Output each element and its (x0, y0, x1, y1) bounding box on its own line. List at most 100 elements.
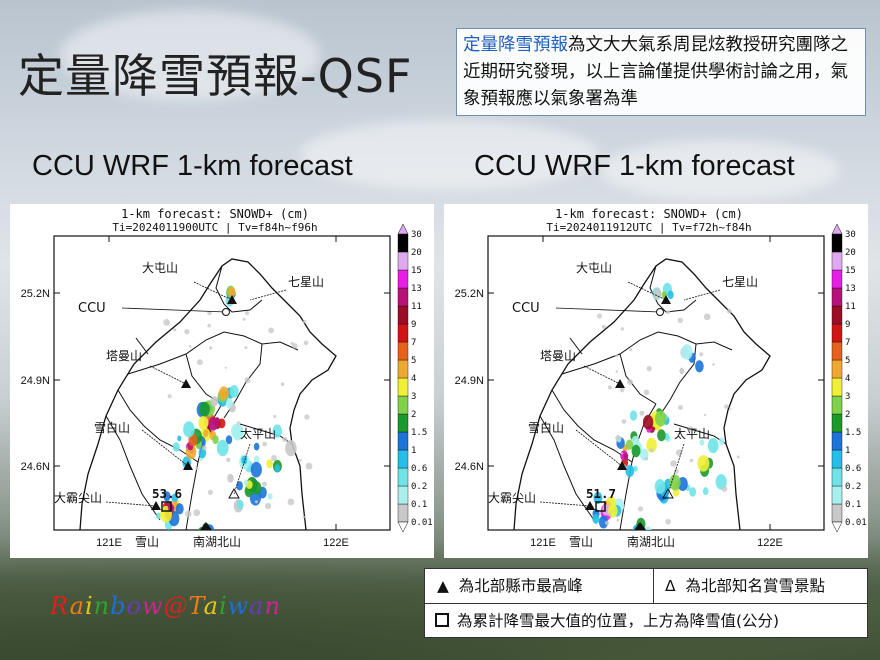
colorbar-tick-label: 9 (411, 320, 416, 330)
colorbar-tick-label: 9 (845, 320, 850, 330)
colorbar-box (397, 359, 409, 379)
snow-cell (218, 418, 226, 429)
light-snow-cell (607, 385, 612, 390)
snow-cell (229, 385, 239, 398)
map-label: 大霸尖山 (54, 491, 102, 505)
snow-cell (233, 424, 244, 440)
map-svg: 1-km forecast: SNOWD+ (cm)Ti=2024011912U… (455, 207, 867, 549)
x-tick-label: 122E (757, 537, 783, 549)
light-snow-cell (620, 452, 624, 455)
ccu-marker-icon (656, 308, 664, 316)
legend-peak: ▲ 為北部縣市最高峰 (437, 569, 583, 603)
snow-cell (243, 479, 249, 486)
cloud (60, 10, 320, 100)
light-snow-cell (242, 317, 246, 321)
light-snow-cell (726, 308, 732, 314)
snow-cell (718, 437, 725, 446)
light-snow-cell (615, 354, 618, 358)
map-label: 太平山 (240, 426, 276, 441)
light-snow-cell (597, 313, 602, 319)
x-tick-label: 122E (323, 537, 349, 549)
snow-cell (267, 493, 273, 500)
map-title: 1-km forecast: SNOWD+ (cm) (121, 207, 309, 221)
snow-cell (250, 461, 262, 478)
colorbar-tick-label: 15 (411, 266, 422, 276)
map-label: 雪白山 (528, 420, 564, 435)
snow-cell (633, 465, 638, 472)
snow-cell (689, 487, 696, 497)
light-snow-cell (604, 520, 610, 525)
county-border (539, 415, 595, 521)
peak-triangle-icon (634, 522, 646, 530)
colorbar-box (397, 323, 409, 343)
snow-cell (715, 474, 727, 490)
y-tick-label: 25.2N (21, 288, 50, 300)
snow-cell (592, 513, 600, 524)
watermark-letter: a (203, 592, 219, 620)
disclaimer-box: 定量降雪預報為文大大氣系周昆炫教授研究團隊之近期研究發現，以上言論僅提供學術討論… (456, 28, 866, 116)
colorbar-tick-label: 1.5 (845, 428, 861, 438)
county-border (619, 353, 657, 405)
y-tick-label: 24.9N (455, 375, 484, 387)
snow-cell (172, 442, 180, 452)
colorbar-tick-label: 3 (845, 392, 850, 402)
colorbar-box (397, 449, 409, 469)
watermark-letter: w (227, 592, 250, 620)
colorbar-box (397, 269, 409, 289)
peak-triangle-icon (200, 522, 212, 530)
colorbar-tick-label: 11 (411, 302, 422, 312)
legend-square-text: 為累計降雪最大值的位置，上方為降雪值(公分) (457, 612, 780, 630)
light-snow-cell (703, 313, 711, 321)
colorbar-box (397, 287, 409, 307)
snow-cell (593, 491, 603, 505)
colorbar-tick-label: 0.2 (411, 482, 427, 492)
watermark-letter: n (264, 592, 281, 620)
spot-triangle-icon (662, 487, 674, 499)
light-snow-cell (207, 323, 211, 328)
colorbar-box (831, 395, 843, 415)
map-subtitle: Ti=2024011912UTC | Tv=f72h~f84h (546, 221, 751, 234)
map-label: CCU (512, 301, 540, 316)
map-label: 南湖北山 (193, 534, 241, 549)
light-snow-cell (644, 457, 649, 461)
colorbar-box (397, 233, 409, 253)
snow-cell (702, 487, 709, 496)
snow-cell (253, 455, 260, 464)
light-snow-cell (262, 441, 267, 447)
colorbar-box (831, 269, 843, 289)
cloud (600, 140, 840, 200)
colorbar-tick-label: 20 (845, 248, 856, 258)
light-snow-cell (304, 414, 310, 420)
map-label: 七星山 (288, 275, 324, 289)
light-snow-cell (244, 346, 248, 350)
rainbow-watermark: Rainbow@Taiwan (50, 592, 281, 620)
colorbar-tick-label: 1 (845, 446, 850, 456)
map-label: 大霸尖山 (488, 491, 536, 505)
light-snow-cell (608, 513, 612, 517)
snow-cell (667, 290, 674, 300)
snow-cell (175, 503, 184, 515)
disclaimer-text: 為文大大氣系周昆炫教授研究團隊之近期研究發現，以上言論僅提供學術討論之用，氣象預… (463, 35, 848, 109)
slide-title: 定量降雪預報-QSF (18, 49, 413, 103)
snow-cell (707, 438, 719, 454)
map-label: 雪山 (135, 535, 159, 549)
colorbar-box (831, 341, 843, 361)
light-snow-cell (282, 436, 288, 443)
panel-title-left: CCU WRF 1-km forecast (32, 150, 353, 182)
light-snow-cell (666, 310, 671, 314)
snow-cell (171, 493, 178, 503)
forecast-map-right: 1-km forecast: SNOWD+ (cm) Ti=2024011912U… (444, 204, 868, 558)
peak-triangle-icon (151, 501, 161, 510)
snow-cell (629, 410, 638, 421)
colorbar-tick-label: 20 (411, 248, 422, 258)
light-snow-cell (273, 414, 277, 419)
colorbar-cap (831, 521, 843, 533)
light-snow-cell (207, 489, 213, 495)
colorbar-box (831, 467, 843, 487)
colorbar-tick-label: 30 (411, 230, 422, 240)
x-tick-label: 121E (530, 537, 556, 549)
snow-cell (679, 367, 685, 375)
light-snow-cell (167, 394, 172, 399)
light-snow-cell (703, 413, 707, 417)
snow-cell (631, 444, 641, 458)
